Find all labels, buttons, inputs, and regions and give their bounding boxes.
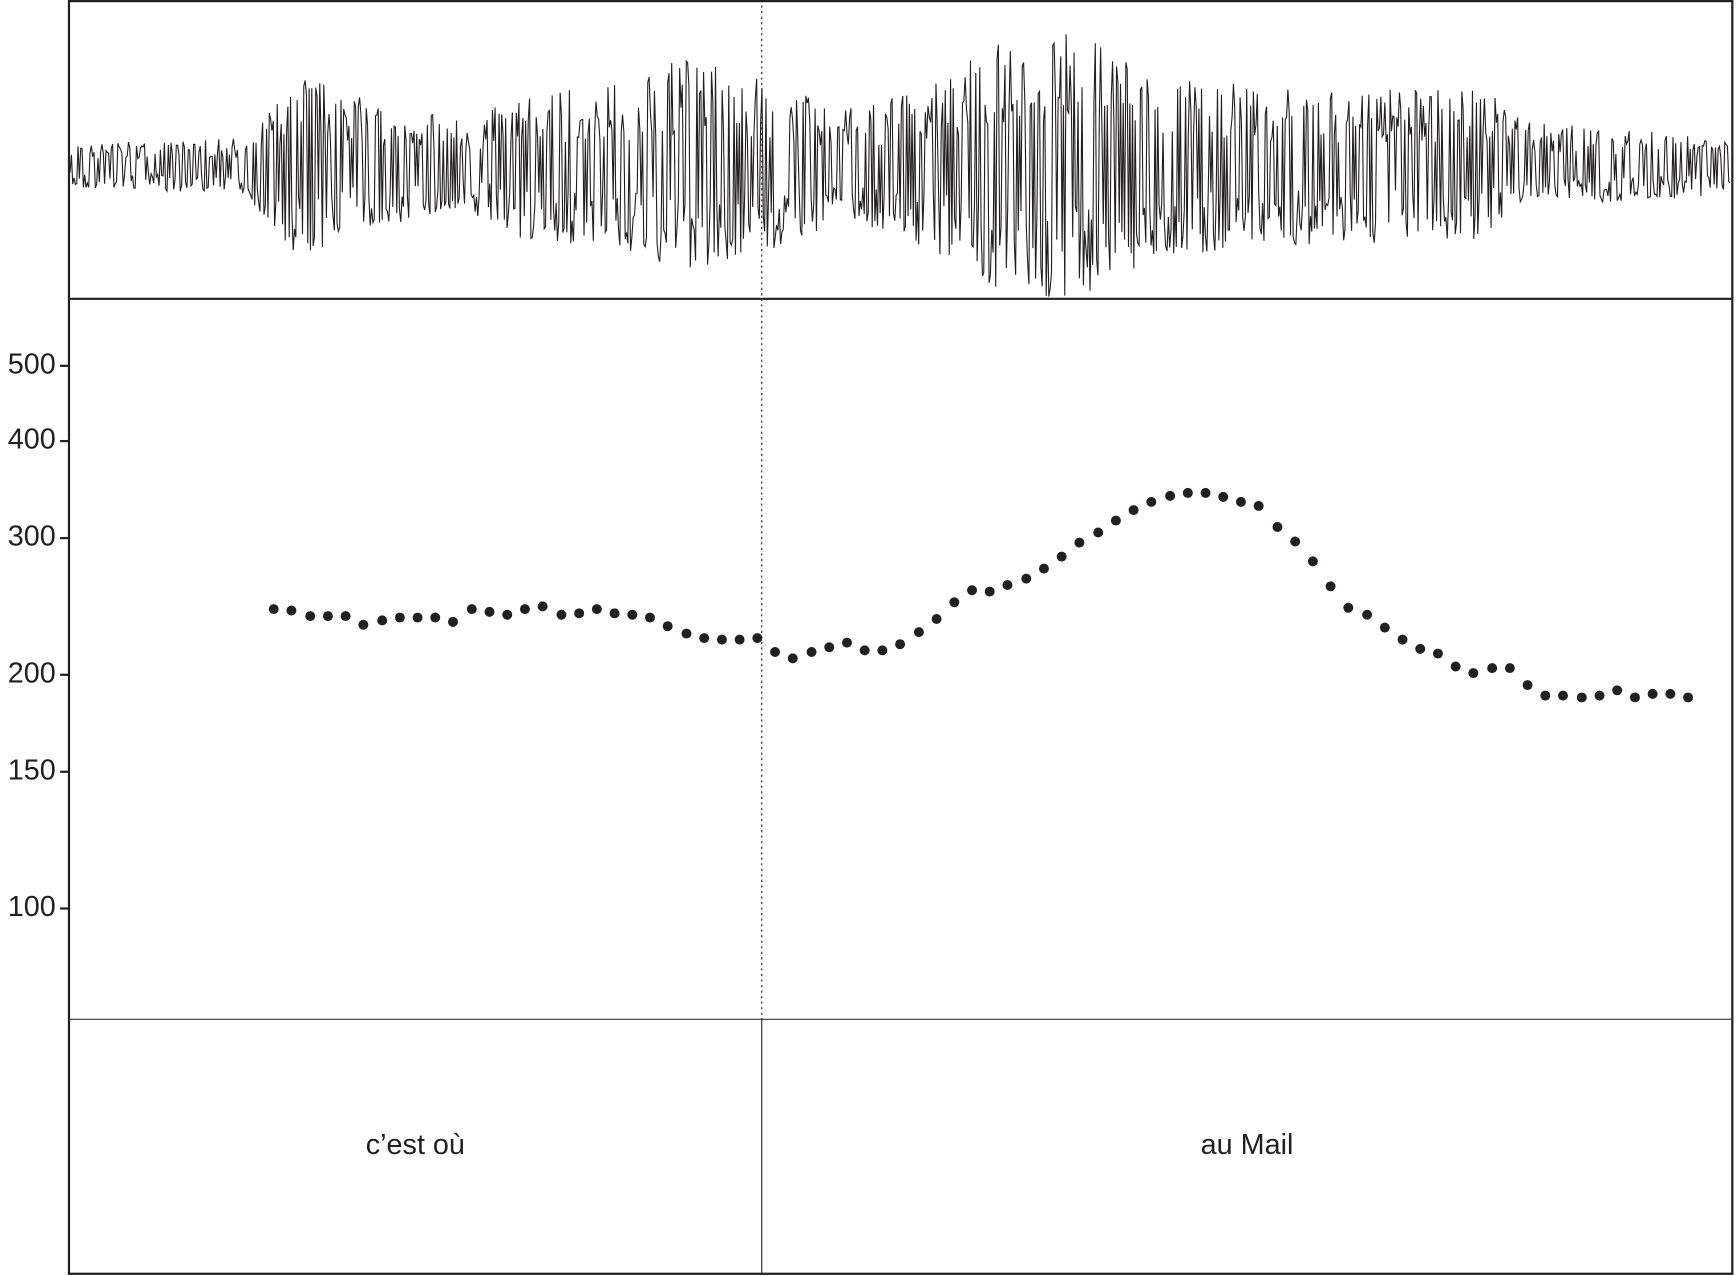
- pitch-point: [502, 609, 513, 620]
- pitch-point: [734, 634, 745, 645]
- pitch-point: [859, 645, 870, 656]
- pitch-point: [1146, 496, 1157, 507]
- pitch-point: [1200, 487, 1211, 498]
- pitch-point: [322, 611, 333, 622]
- pitch-point: [1110, 515, 1121, 526]
- frame: [67, 0, 1734, 1275]
- pitch-point: [1325, 581, 1336, 592]
- pitch-point: [913, 627, 924, 638]
- pitch-point: [841, 637, 852, 648]
- pitch-point: [1415, 643, 1426, 654]
- pitch-point: [699, 633, 710, 644]
- pitch-point: [394, 612, 405, 623]
- pitch-point: [681, 628, 692, 639]
- pitch-point: [1343, 602, 1354, 613]
- pitch-point: [752, 633, 763, 644]
- pitch-point: [1165, 490, 1176, 501]
- pitch-point: [1253, 500, 1264, 511]
- pitch-point: [591, 604, 602, 615]
- pitch-point: [770, 646, 781, 657]
- pitch-point: [1290, 536, 1301, 547]
- y-tick-label: 200: [8, 657, 56, 689]
- pitch-point: [984, 586, 995, 597]
- pitch-point: [627, 609, 638, 620]
- pitch-point: [1522, 680, 1533, 691]
- pitch-point: [1182, 487, 1193, 498]
- pitch-point: [1558, 690, 1568, 701]
- pitch-point: [574, 608, 585, 619]
- pitch-point: [1093, 527, 1104, 538]
- pitch-point: [609, 608, 620, 619]
- y-tick-label: 500: [8, 348, 56, 380]
- pitch-point: [949, 597, 960, 608]
- pitch-point: [931, 614, 942, 624]
- pitch-point: [1218, 491, 1229, 502]
- y-tick-label: 300: [8, 521, 56, 553]
- pitch-point: [268, 604, 279, 615]
- pitch-point: [895, 639, 906, 650]
- pitch-point: [412, 612, 423, 623]
- pitch-point: [377, 615, 388, 626]
- pitch-point: [340, 611, 351, 622]
- pitch-point: [1540, 690, 1551, 701]
- y-tick-label: 150: [8, 754, 56, 786]
- pitch-point: [1397, 634, 1408, 645]
- pitch-point: [1074, 537, 1085, 548]
- pitch-point: [1432, 648, 1443, 659]
- pitch-point: [1272, 522, 1283, 533]
- pitch-point: [1021, 573, 1032, 584]
- pitch-point: [519, 604, 530, 615]
- pitch-point: [806, 646, 817, 657]
- pitch-point: [1576, 692, 1587, 703]
- pitch-point: [1128, 505, 1139, 516]
- pitch-point: [1647, 688, 1658, 699]
- pitch-point: [286, 605, 297, 616]
- pitch-point: [824, 642, 835, 653]
- pitch-point: [1629, 692, 1640, 703]
- pitch-point: [448, 616, 458, 627]
- pitch-point: [1379, 622, 1390, 633]
- pitch-point: [556, 609, 567, 620]
- pitch-point: [1450, 661, 1461, 672]
- pitch-point: [1665, 688, 1676, 699]
- pitch-point: [967, 585, 978, 596]
- y-tick-label: 400: [8, 424, 56, 456]
- pitch-point: [358, 619, 369, 630]
- pitch-point: [787, 653, 798, 664]
- pitch-point: [1056, 551, 1067, 562]
- pitch-point: [1504, 663, 1515, 674]
- pitch-point: [1468, 668, 1479, 679]
- pitch-point: [877, 645, 888, 656]
- interval-label: au Mail: [1201, 1129, 1294, 1161]
- pitch-point: [1307, 556, 1318, 567]
- pitch-point: [1594, 690, 1605, 701]
- pitch-point: [1487, 663, 1498, 674]
- pitch-point: [430, 612, 441, 623]
- pitch-point: [537, 601, 548, 612]
- pitch-point: [1038, 563, 1049, 574]
- pitch-point: [662, 621, 673, 632]
- pitch-point: [305, 611, 316, 622]
- y-tick-label: 100: [8, 891, 56, 923]
- pitch-point: [716, 634, 727, 645]
- pitch-point: [1612, 685, 1623, 696]
- pitch-point: [1235, 496, 1246, 507]
- pitch-point: [466, 604, 477, 615]
- pitch-point: [484, 606, 495, 617]
- pitch-point: [1362, 609, 1373, 620]
- pitch-point: [645, 612, 655, 623]
- interval-label: c’est où: [366, 1129, 465, 1161]
- waveform: [69, 34, 1731, 297]
- pitch-point: [1683, 692, 1694, 703]
- pitch-point: [1002, 580, 1013, 591]
